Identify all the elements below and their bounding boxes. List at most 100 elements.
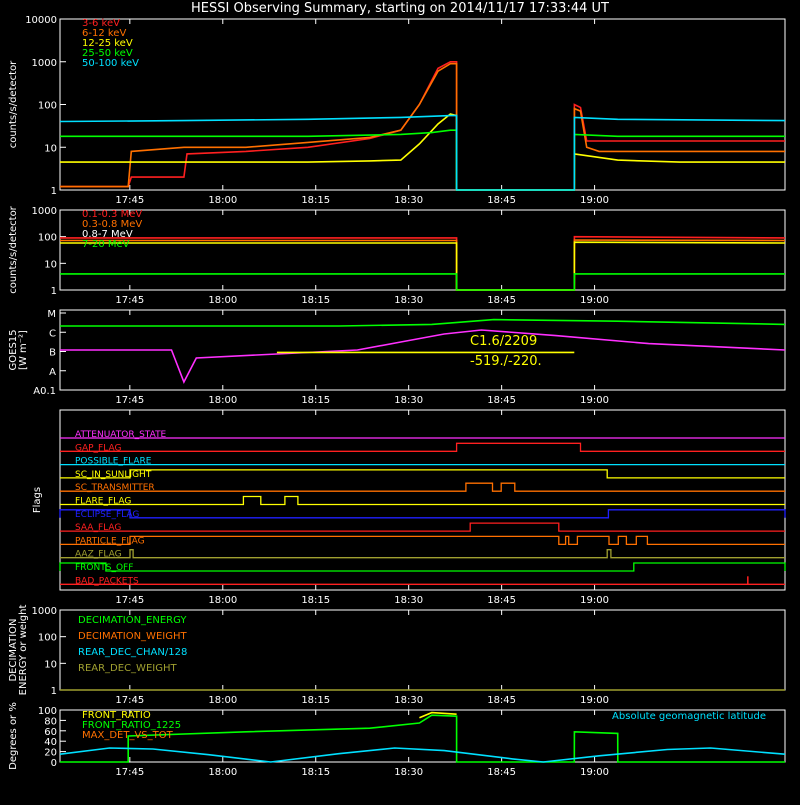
lc1-tick-label: 18:30 <box>394 195 423 206</box>
ratio-tick-label: 18:45 <box>487 767 516 778</box>
flag-label: FRONTS_OFF <box>75 563 133 573</box>
flag-line-7 <box>60 522 785 532</box>
lc1-ylabel: counts/s/detector <box>8 60 19 148</box>
ratio-ytick-label: 40 <box>44 737 57 748</box>
goes-ytick-label: M <box>47 309 56 320</box>
lc1-frame <box>59 18 786 191</box>
flag-label: ATTENUATOR_STATE <box>75 430 167 440</box>
goes-yunit: [W m⁻²] <box>18 330 29 370</box>
decim-tick-label: 18:15 <box>301 695 330 706</box>
lc2-ylabel: counts/s/detector <box>8 205 19 293</box>
goes-tick-label: 18:00 <box>208 395 237 406</box>
decim-ytick-label: 10 <box>44 659 57 670</box>
decim-legend-item: REAR_DEC_CHAN/128 <box>78 647 187 658</box>
ratio-legend-item: FRONT_RATIO_1225 <box>82 720 181 731</box>
goes-series-0 <box>60 318 786 327</box>
flags-tick-label: 17:45 <box>115 595 144 606</box>
flag-label: ECLIPSE_FLAG <box>75 510 139 520</box>
ratio-ylabel: Degrees or % <box>8 702 19 770</box>
ratio-tick-label: 18:30 <box>394 767 423 778</box>
goes-tick-label: 18:15 <box>301 395 330 406</box>
flag-line-5 <box>60 495 785 506</box>
lc2-ytick-label: 100 <box>38 233 57 244</box>
ratio-series-2 <box>59 747 786 763</box>
lc2-legend-item: 7-20 MeV <box>82 239 130 250</box>
goes-ytick-label: C <box>49 328 56 339</box>
goes-ytick-label: A0.1 <box>33 386 56 397</box>
decim-tick-label: 18:00 <box>208 695 237 706</box>
lc2-legend-item: 0.8-7 MeV <box>82 229 133 240</box>
goes-ylabel: GOES15 <box>8 329 19 370</box>
lc1-legend-item: 3-6 keV <box>82 18 120 29</box>
flag-label: SC_IN_SUNLIGHT <box>75 470 152 480</box>
flag-label: SC_TRANSMITTER <box>75 483 155 493</box>
flag-line-3 <box>60 469 785 479</box>
lc2-tick-label: 18:30 <box>394 295 423 306</box>
lc2-tick-label: 18:15 <box>301 295 330 306</box>
flags-tick-label: 18:30 <box>394 595 423 606</box>
lc1-ytick-label: 10 <box>44 143 57 154</box>
lc1-ytick-label: 10000 <box>25 15 57 26</box>
flag-line-10 <box>59 562 786 572</box>
flag-label: POSSIBLE_FLARE <box>75 457 152 467</box>
flags-tick-label: 19:00 <box>580 595 609 606</box>
ratio-tick-label: 18:15 <box>301 767 330 778</box>
ratio-ytick-label: 60 <box>44 727 57 738</box>
lc1-tick-label: 18:15 <box>301 195 330 206</box>
flag-line-9 <box>60 549 785 559</box>
lc2-series-1 <box>60 239 786 291</box>
flag-line-1 <box>60 442 785 452</box>
ratio-tick-label: 19:00 <box>580 767 609 778</box>
flag-label: SAA_FLAG <box>75 523 121 533</box>
lc2-ytick-label: 1 <box>51 286 57 297</box>
flags-tick-label: 18:00 <box>208 595 237 606</box>
decim-tick-label: 18:45 <box>487 695 516 706</box>
latitude-label: Absolute geomagnetic latitude <box>612 711 766 722</box>
decim-ytick-label: 1000 <box>32 606 57 617</box>
goes-tick-label: 19:00 <box>580 395 609 406</box>
lc1-tick-label: 17:45 <box>115 195 144 206</box>
lc2-ytick-label: 10 <box>44 259 57 270</box>
flag-label: BAD_PACKETS <box>75 576 139 586</box>
lc1-legend-item: 50-100 keV <box>82 58 139 69</box>
decim-legend-item: DECIMATION_ENERGY <box>78 615 187 626</box>
lc1-series-4 <box>59 114 786 191</box>
lc1-tick-label: 19:00 <box>580 195 609 206</box>
lc1-series-0 <box>60 60 785 191</box>
lc2-series-0 <box>60 235 786 291</box>
ratio-tick-label: 17:45 <box>115 767 144 778</box>
lc2-tick-label: 18:45 <box>487 295 516 306</box>
lc1-tick-label: 18:00 <box>208 195 237 206</box>
flags-tick-label: 18:45 <box>487 595 516 606</box>
goes-tick-label: 18:45 <box>487 395 516 406</box>
decim-tick-label: 17:45 <box>115 695 144 706</box>
ratio-ytick-label: 80 <box>44 716 57 727</box>
flag-line-4 <box>60 482 785 492</box>
flag-label: AAZ_FLAG <box>75 550 122 560</box>
lc2-tick-label: 18:00 <box>208 295 237 306</box>
lc2-series-2 <box>60 241 786 291</box>
flag-line-6 <box>59 509 786 519</box>
decim-tick-label: 19:00 <box>580 695 609 706</box>
goes-tick-label: 17:45 <box>115 395 144 406</box>
lc1-tick-label: 18:45 <box>487 195 516 206</box>
decim-ylabel: ENERGY or weight <box>18 605 29 696</box>
flag-label: FLARE_FLAG <box>75 497 131 507</box>
ratio-series-0 <box>60 714 785 763</box>
ratio-legend-item: MAX_DET_VS_TOT <box>82 730 174 741</box>
flag-label: GAP_FLAG <box>75 443 121 453</box>
decim-legend-item: REAR_DEC_WEIGHT <box>78 663 177 674</box>
decim-ylabel: DECIMATION <box>8 618 19 681</box>
lc1-ytick-label: 1 <box>51 186 57 197</box>
ratio-legend-item: FRONT_RATIO <box>82 710 151 721</box>
lc2-frame <box>59 209 786 291</box>
decim-ytick-label: 1 <box>51 686 57 697</box>
lc2-tick-label: 17:45 <box>115 295 144 306</box>
lc2-legend-item: 0.1-0.3 MeV <box>82 209 142 220</box>
lc2-legend-item: 0.3-0.8 MeV <box>82 219 142 230</box>
lc1-legend-item: 12-25 keV <box>82 38 133 49</box>
lc1-series-3 <box>60 129 785 191</box>
plot-layer: 17:45 18:00 18:15 18:30 18:45 19:00 10000 1000 1… <box>8 15 786 778</box>
